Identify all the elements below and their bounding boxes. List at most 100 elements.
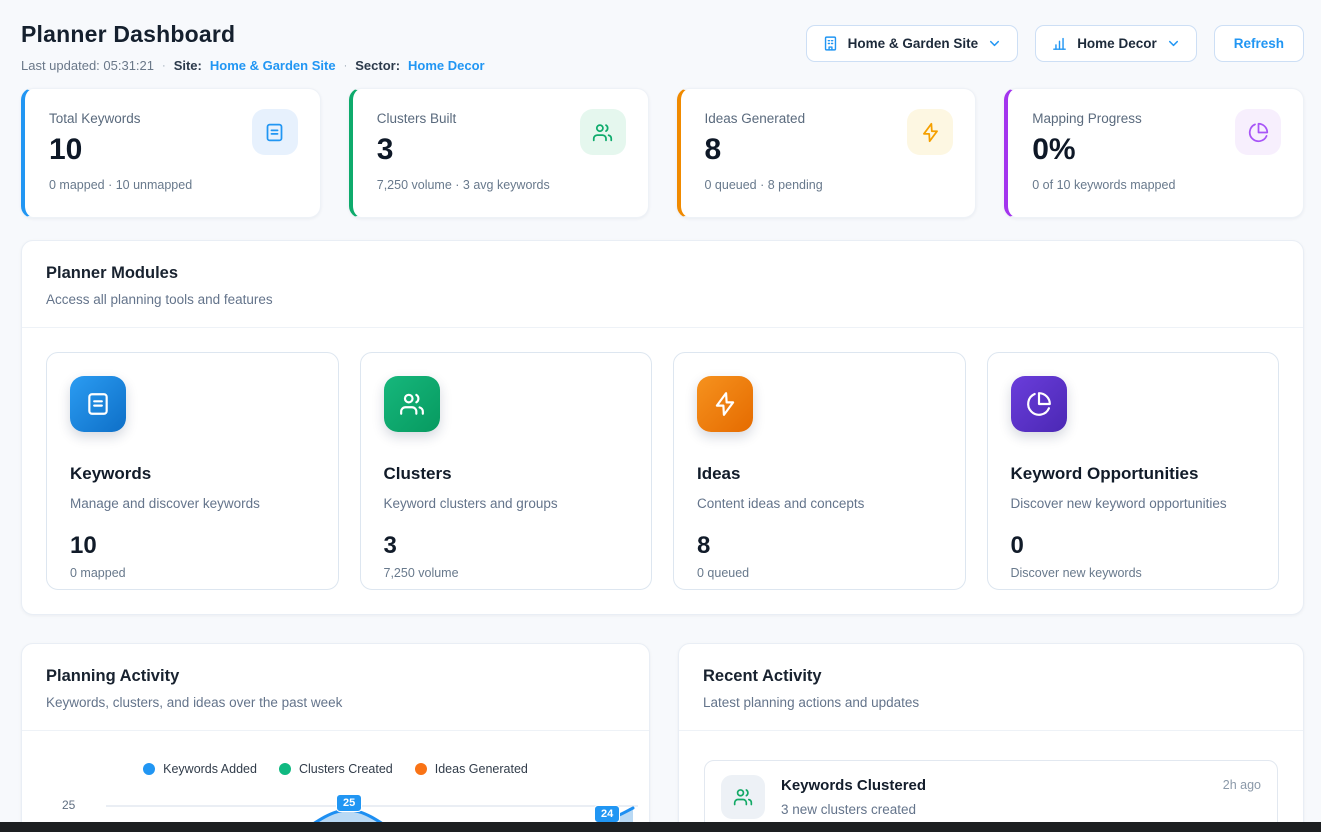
module-title: Clusters (384, 464, 629, 484)
recent-activity-title: Recent Activity (703, 667, 1279, 686)
planning-activity-card: Planning Activity Keywords, clusters, an… (21, 643, 650, 832)
module-sub: 0 queued (697, 566, 942, 580)
users-icon (733, 787, 753, 807)
bottom-row: Planning Activity Keywords, clusters, an… (21, 643, 1304, 832)
pie-chart-icon (1026, 391, 1052, 417)
legend-label: Clusters Created (299, 762, 393, 776)
users-icon (399, 391, 425, 417)
module-value: 10 (70, 532, 315, 560)
chevron-down-icon (987, 36, 1002, 51)
activity-top-row: Keywords Clustered 2h ago (781, 777, 1261, 794)
activity-description: 3 new clusters created (781, 802, 1261, 817)
stat-icon-chip (907, 109, 953, 155)
module-description: Keyword clusters and groups (384, 496, 629, 511)
module-card-keyword-opportunities[interactable]: Keyword Opportunities Discover new keywo… (987, 352, 1280, 590)
module-card-keywords[interactable]: Keywords Manage and discover keywords 10… (46, 352, 339, 590)
site-link[interactable]: Home & Garden Site (210, 58, 336, 73)
stat-card-clusters-built: Clusters Built 3 7,250 volume · 3 avg ke… (349, 88, 649, 218)
header-meta: Last updated: 05:31:21 · Site: Home & Ga… (21, 58, 485, 73)
module-value: 0 (1011, 532, 1256, 560)
stat-sub: 0 queued · 8 pending (705, 178, 952, 192)
module-description: Content ideas and concepts (697, 496, 942, 511)
pie-chart-icon (1248, 122, 1269, 143)
stat-sub: 0 mapped · 10 unmapped (49, 178, 296, 192)
page-header: Planner Dashboard Last updated: 05:31:21… (0, 0, 1321, 73)
site-selector-dropdown[interactable]: Home & Garden Site (806, 25, 1019, 62)
module-title: Keyword Opportunities (1011, 464, 1256, 484)
sector-selector-dropdown[interactable]: Home Decor (1035, 25, 1197, 62)
module-icon-chip (384, 376, 440, 432)
site-label: Site: (174, 58, 202, 73)
bar-chart-icon (1051, 35, 1068, 52)
activity-list: Keywords Clustered 2h ago 3 new clusters… (679, 731, 1303, 832)
file-text-icon (264, 122, 285, 143)
legend-dot-orange (415, 763, 427, 775)
module-sub: Discover new keywords (1011, 566, 1256, 580)
stat-sub: 7,250 volume · 3 avg keywords (377, 178, 624, 192)
stat-card-mapping-progress: Mapping Progress 0% 0 of 10 keywords map… (1004, 88, 1304, 218)
activity-timestamp: 2h ago (1223, 777, 1261, 792)
stat-card-total-keywords: Total Keywords 10 0 mapped · 10 unmapped (21, 88, 321, 218)
planning-activity-subtitle: Keywords, clusters, and ideas over the p… (46, 695, 625, 710)
planner-modules-title: Planner Modules (46, 264, 1279, 283)
module-value: 3 (384, 532, 629, 560)
legend-item-keywords-added: Keywords Added (143, 762, 257, 776)
module-title: Keywords (70, 464, 315, 484)
header-actions: Home & Garden Site Home Decor Refresh (806, 21, 1304, 62)
users-icon (592, 122, 613, 143)
legend-item-ideas-generated: Ideas Generated (415, 762, 528, 776)
planner-modules-header: Planner Modules Access all planning tool… (22, 241, 1303, 327)
legend-dot-blue (143, 763, 155, 775)
module-icon-chip (697, 376, 753, 432)
chart-legend: Keywords Added Clusters Created Ideas Ge… (22, 762, 649, 776)
divider (22, 730, 649, 731)
module-value: 8 (697, 532, 942, 560)
sector-selector-label: Home Decor (1077, 36, 1157, 51)
recent-activity-card: Recent Activity Latest planning actions … (678, 643, 1304, 832)
module-title: Ideas (697, 464, 942, 484)
chevron-down-icon (1166, 36, 1181, 51)
planner-modules-subtitle: Access all planning tools and features (46, 292, 1279, 307)
recent-activity-subtitle: Latest planning actions and updates (703, 695, 1279, 710)
module-sub: 7,250 volume (384, 566, 629, 580)
stat-icon-chip (580, 109, 626, 155)
legend-dot-green (279, 763, 291, 775)
data-point-label: 25 (336, 794, 362, 812)
meta-separator: · (162, 60, 166, 72)
legend-label: Ideas Generated (435, 762, 528, 776)
planning-activity-header: Planning Activity Keywords, clusters, an… (22, 644, 649, 730)
recent-activity-header: Recent Activity Latest planning actions … (679, 644, 1303, 730)
module-card-clusters[interactable]: Clusters Keyword clusters and groups 3 7… (360, 352, 653, 590)
file-text-icon (85, 391, 111, 417)
meta-separator: · (344, 60, 348, 72)
building-icon (822, 35, 839, 52)
data-point-label: 24 (594, 805, 620, 823)
activity-icon-chip (721, 775, 765, 819)
planner-modules-panel: Planner Modules Access all planning tool… (21, 240, 1304, 615)
activity-title: Keywords Clustered (781, 777, 926, 794)
module-sub: 0 mapped (70, 566, 315, 580)
activity-body: Keywords Clustered 2h ago 3 new clusters… (781, 775, 1261, 817)
stat-icon-chip (252, 109, 298, 155)
zap-icon (712, 391, 738, 417)
zap-icon (920, 122, 941, 143)
page-title: Planner Dashboard (21, 21, 485, 48)
legend-item-clusters-created: Clusters Created (279, 762, 393, 776)
refresh-button[interactable]: Refresh (1214, 25, 1304, 62)
planning-activity-title: Planning Activity (46, 667, 625, 686)
screen-edge-bar (0, 822, 1321, 832)
stat-sub: 0 of 10 keywords mapped (1032, 178, 1279, 192)
modules-grid: Keywords Manage and discover keywords 10… (22, 328, 1303, 614)
module-description: Discover new keyword opportunities (1011, 496, 1256, 511)
module-icon-chip (70, 376, 126, 432)
stats-row: Total Keywords 10 0 mapped · 10 unmapped… (21, 88, 1304, 218)
module-icon-chip (1011, 376, 1067, 432)
site-selector-label: Home & Garden Site (848, 36, 979, 51)
header-left: Planner Dashboard Last updated: 05:31:21… (21, 21, 485, 73)
last-updated: Last updated: 05:31:21 (21, 58, 154, 73)
stat-icon-chip (1235, 109, 1281, 155)
sector-label: Sector: (355, 58, 400, 73)
legend-label: Keywords Added (163, 762, 257, 776)
module-card-ideas[interactable]: Ideas Content ideas and concepts 8 0 que… (673, 352, 966, 590)
sector-link[interactable]: Home Decor (408, 58, 485, 73)
